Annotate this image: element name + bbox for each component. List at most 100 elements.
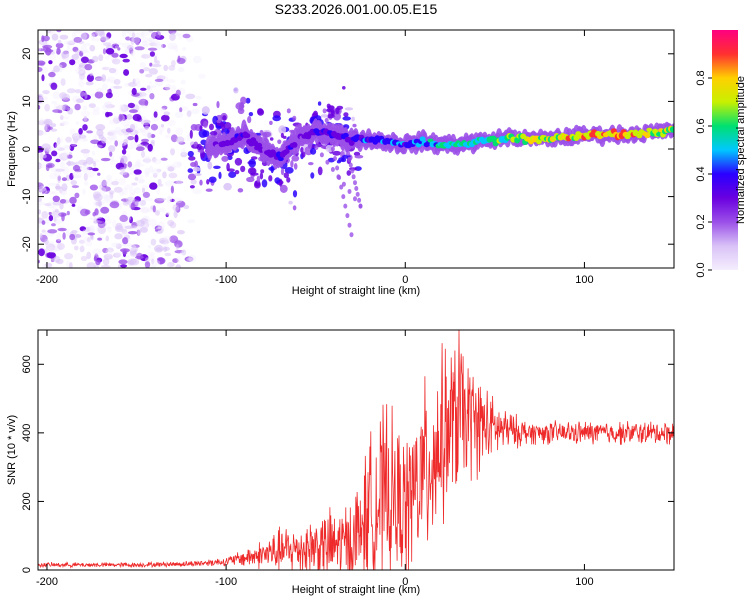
noise-blob <box>122 107 128 112</box>
transition-blob <box>187 168 194 173</box>
streak-blob <box>345 213 350 219</box>
noise-blob <box>141 207 148 213</box>
noise-blob <box>138 128 145 134</box>
noise-blob <box>141 31 150 37</box>
noise-blob <box>140 92 148 98</box>
noise-blob <box>96 87 104 93</box>
noise-blob <box>38 151 44 159</box>
noise-blob <box>118 140 127 147</box>
noise-blob <box>97 220 106 229</box>
noise-blob <box>38 163 46 169</box>
noise-blob <box>39 153 44 161</box>
colorbar-gradient <box>712 30 738 270</box>
noise-blob <box>195 95 202 100</box>
transition-blob <box>317 166 323 176</box>
noise-blob <box>109 85 120 90</box>
noise-blob <box>157 221 165 230</box>
noise-blob <box>168 30 177 35</box>
noise-blob <box>45 120 50 126</box>
noise-blob <box>101 74 107 82</box>
noise-blob <box>100 264 111 268</box>
noise-blob <box>163 64 168 72</box>
noise-blob <box>78 79 85 88</box>
noise-blob <box>131 32 136 38</box>
noise-blob <box>121 149 127 155</box>
noise-blob <box>167 166 175 172</box>
streak-blob <box>354 186 359 191</box>
noise-blob <box>156 186 160 195</box>
noise-blob <box>66 161 76 166</box>
noise-blob <box>101 186 111 192</box>
noise-blob <box>72 175 82 179</box>
noise-blob <box>47 246 58 253</box>
snr-x-ticks: -200 -100 0 100 <box>36 330 594 588</box>
noise-blob <box>90 234 94 239</box>
colorbar-tick-label: 0.4 <box>695 166 707 181</box>
noise-blob <box>66 88 76 94</box>
noise-blob <box>38 129 44 136</box>
noise-blob <box>66 154 73 159</box>
noise-blob <box>60 116 70 120</box>
noise-blob <box>97 237 102 241</box>
noise-blob <box>87 169 95 178</box>
y-tick-label: 600 <box>21 355 33 373</box>
noise-blob <box>158 207 166 213</box>
streak-blob <box>357 197 362 203</box>
spectrogram-y-ticks: -20 -10 0 10 20 <box>21 48 674 252</box>
noise-blob <box>87 225 94 234</box>
noise-blob <box>80 45 88 54</box>
noise-blob <box>114 225 124 233</box>
noise-blob <box>38 201 46 205</box>
noise-blob <box>89 72 94 77</box>
noise-blob <box>170 185 174 194</box>
noise-blob <box>108 134 118 140</box>
noise-blob <box>171 45 176 50</box>
noise-blob <box>65 136 72 143</box>
noise-blob <box>148 30 154 33</box>
noise-blob <box>164 83 171 91</box>
noise-blob <box>72 171 82 179</box>
noise-blob <box>56 137 61 145</box>
transition-blob <box>233 87 239 94</box>
noise-blob <box>120 118 131 127</box>
noise-blob <box>132 35 141 44</box>
noise-blob <box>149 165 154 173</box>
transition-blob <box>246 176 255 183</box>
noise-blob <box>51 33 59 41</box>
noise-blob <box>167 219 175 227</box>
transition-blob <box>269 137 274 141</box>
noise-blob <box>115 243 122 250</box>
noise-blob <box>105 249 113 256</box>
noise-blob <box>176 255 181 264</box>
noise-blob <box>84 63 93 71</box>
noise-blob <box>53 48 58 53</box>
snr-panel: -200 -100 0 100 0 200 400 600 Height of straig… <box>6 329 675 596</box>
noise-blob <box>67 160 71 167</box>
noise-blob <box>60 78 66 86</box>
noise-blob <box>123 138 129 145</box>
noise-blob <box>155 43 164 50</box>
noise-blob <box>166 262 171 268</box>
noise-blob <box>48 215 54 222</box>
noise-blob <box>58 152 69 161</box>
noise-blob <box>74 89 82 94</box>
noise-blob <box>120 264 128 268</box>
ridge-core <box>348 139 355 146</box>
transition-blob <box>344 107 354 111</box>
noise-blob <box>163 246 168 252</box>
noise-blob <box>175 264 182 268</box>
noise-blob <box>88 225 96 232</box>
noise-blob <box>80 255 88 262</box>
noise-blob <box>172 204 180 212</box>
noise-blob <box>134 163 145 168</box>
transition-blob <box>336 160 341 164</box>
noise-blob <box>69 233 76 241</box>
noise-blob <box>160 107 166 113</box>
noise-blob <box>142 158 152 163</box>
noise-blob <box>107 76 116 82</box>
noise-blob <box>127 161 133 168</box>
noise-blob <box>74 30 84 34</box>
noise-blob <box>120 155 128 164</box>
transition-blob <box>245 97 251 104</box>
noise-blob <box>134 134 139 143</box>
